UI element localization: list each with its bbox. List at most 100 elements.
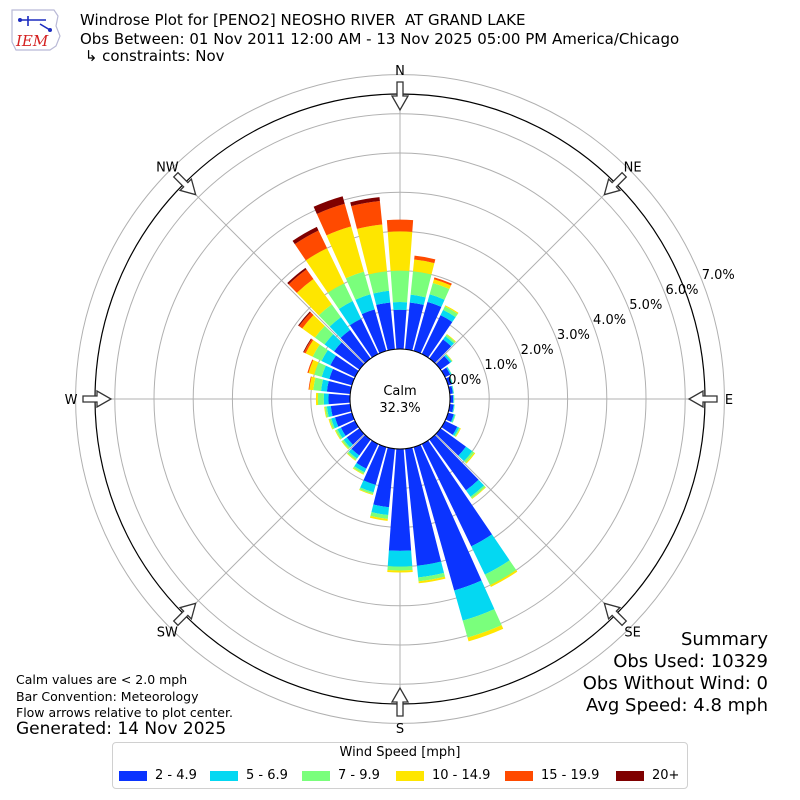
windrose-bar-segment (453, 395, 455, 403)
windrose-bar-segment (348, 448, 360, 459)
windrose-bar-segment (347, 451, 357, 461)
windrose-bar-segment (388, 448, 412, 551)
windrose-bar-segment (405, 447, 442, 566)
windrose-bar-segment (361, 309, 387, 354)
windrose-bar-segment (305, 248, 345, 293)
windrose-bar-segment (337, 427, 346, 439)
windrose-bar-segment (452, 385, 455, 394)
radial-tick-label: 1.0% (484, 358, 517, 373)
windrose-bar-segment (329, 317, 351, 338)
windrose-bar-segment (449, 395, 454, 403)
windrose-bar-segment (445, 354, 453, 362)
windrose-bar-segment (441, 420, 458, 435)
windrose-bar-segment (334, 412, 355, 427)
direction-label: S (396, 722, 404, 737)
windrose-bar-segment (287, 267, 307, 285)
flow-arrow (390, 81, 410, 112)
legend-item: 5 - 6.9 (210, 768, 288, 784)
windrose-bar-segment (387, 566, 413, 571)
flow-arrow (390, 686, 410, 717)
windrose-bar-segment (326, 380, 352, 394)
legend-swatch (505, 771, 533, 781)
logo-text: IEM (15, 32, 49, 50)
calm-circle (349, 348, 451, 450)
windrose-bar-segment (387, 570, 413, 573)
legend-title: Wind Speed [mph] (339, 745, 461, 760)
flow-arrow (603, 602, 628, 627)
windrose-bar-segment (315, 392, 319, 406)
windrose-bar-segment (432, 279, 452, 290)
windrose-bar-segment (321, 379, 329, 392)
direction-label: NW (156, 160, 179, 175)
windrose-bar-segment (429, 282, 450, 300)
legend-label: 10 - 14.9 (432, 768, 491, 783)
windrose-bar-segment (343, 437, 353, 448)
windrose-bar-segment (405, 302, 424, 351)
windrose-bar-segment (386, 219, 414, 232)
windrose-bar-segment (341, 439, 351, 449)
windrose-bar-segment (484, 560, 517, 586)
flow-arrow (172, 602, 197, 627)
windrose-bar-segment (490, 570, 518, 587)
windrose-bar-segment (449, 376, 454, 385)
windrose-bar-segment (330, 404, 352, 417)
windrose-bar-segment (309, 376, 316, 391)
windrose-bar-segment (421, 440, 493, 547)
windrose-bar-segment (463, 451, 475, 463)
windrose-bar-segment (323, 393, 329, 405)
windrose-bar-segment (444, 354, 452, 363)
legend-item: 15 - 19.9 (505, 768, 599, 784)
radial-tick-label: 7.0% (702, 268, 735, 283)
calm-label: Calm (383, 384, 416, 399)
windrose-bar-segment (452, 414, 456, 423)
windrose-bar-segment (312, 344, 328, 362)
windrose-bar-segment (440, 309, 456, 322)
windrose-bar-segment (303, 338, 312, 353)
flow-arrow (603, 171, 628, 196)
windrose-bar-segment (317, 392, 324, 406)
windrose-bar-segment (445, 334, 456, 344)
windrose-bar-segment (313, 377, 324, 391)
windrose-bar-segment (447, 366, 452, 375)
windrose-bar-segment (452, 404, 455, 413)
flow-arrow (687, 389, 718, 409)
grid-spoke (435, 182, 617, 364)
legend-label: 20+ (652, 768, 680, 783)
windrose-bar-segment (340, 329, 371, 364)
windrose-bar-segment (356, 440, 379, 469)
windrose-bar-segment (444, 305, 459, 314)
windrose-bar-segment (321, 365, 333, 379)
windrose-bar-segment (452, 395, 454, 403)
windrose-bar-segment (321, 349, 336, 366)
windrose-bar-segment (334, 430, 341, 440)
windrose-bar-segment (329, 418, 335, 430)
windrose-bar-segment (360, 480, 376, 493)
windrose-bar-segment (446, 366, 452, 375)
direction-label: SE (624, 626, 640, 641)
radial-tick-labels: 0.0%1.0% 2.0%3.0%4.0%5.0%6.0% 7.0% (448, 268, 735, 388)
windrose-bar-segment (458, 446, 473, 462)
radial-tick-label: 3.0% (557, 328, 590, 343)
windrose-bar-segment (314, 325, 334, 345)
chart-subtitle-period: Obs Between: 01 Nov 2011 12:00 AM - 13 N… (80, 30, 680, 48)
windrose-bar-segment (393, 309, 407, 350)
radial-tick-label: 5.0% (629, 298, 662, 313)
direction-label: SW (157, 626, 178, 641)
windrose-bars (287, 196, 518, 642)
windrose-bar-segment (351, 201, 383, 229)
summary-obs-used: Obs Used: 10329 (613, 651, 768, 672)
windrose-bar-segment (421, 315, 453, 358)
windrose-bar-segment (390, 270, 410, 303)
grid-spoke (183, 182, 365, 364)
windrose-bar-segment (452, 426, 460, 436)
windrose-bar-segment (327, 283, 353, 310)
windrose-bar-segment (373, 447, 395, 508)
windrose-bar-segment (418, 576, 446, 584)
windrose-bar-segment (346, 453, 356, 461)
windrose-bar-segment (351, 434, 371, 456)
windrose-bar-segment (326, 406, 333, 418)
chart-title: Windrose Plot for [PENO2] NEOSHO RIVER A… (80, 11, 526, 29)
windrose-bar-segment (324, 334, 342, 352)
windrose-bar-segment (445, 376, 452, 386)
